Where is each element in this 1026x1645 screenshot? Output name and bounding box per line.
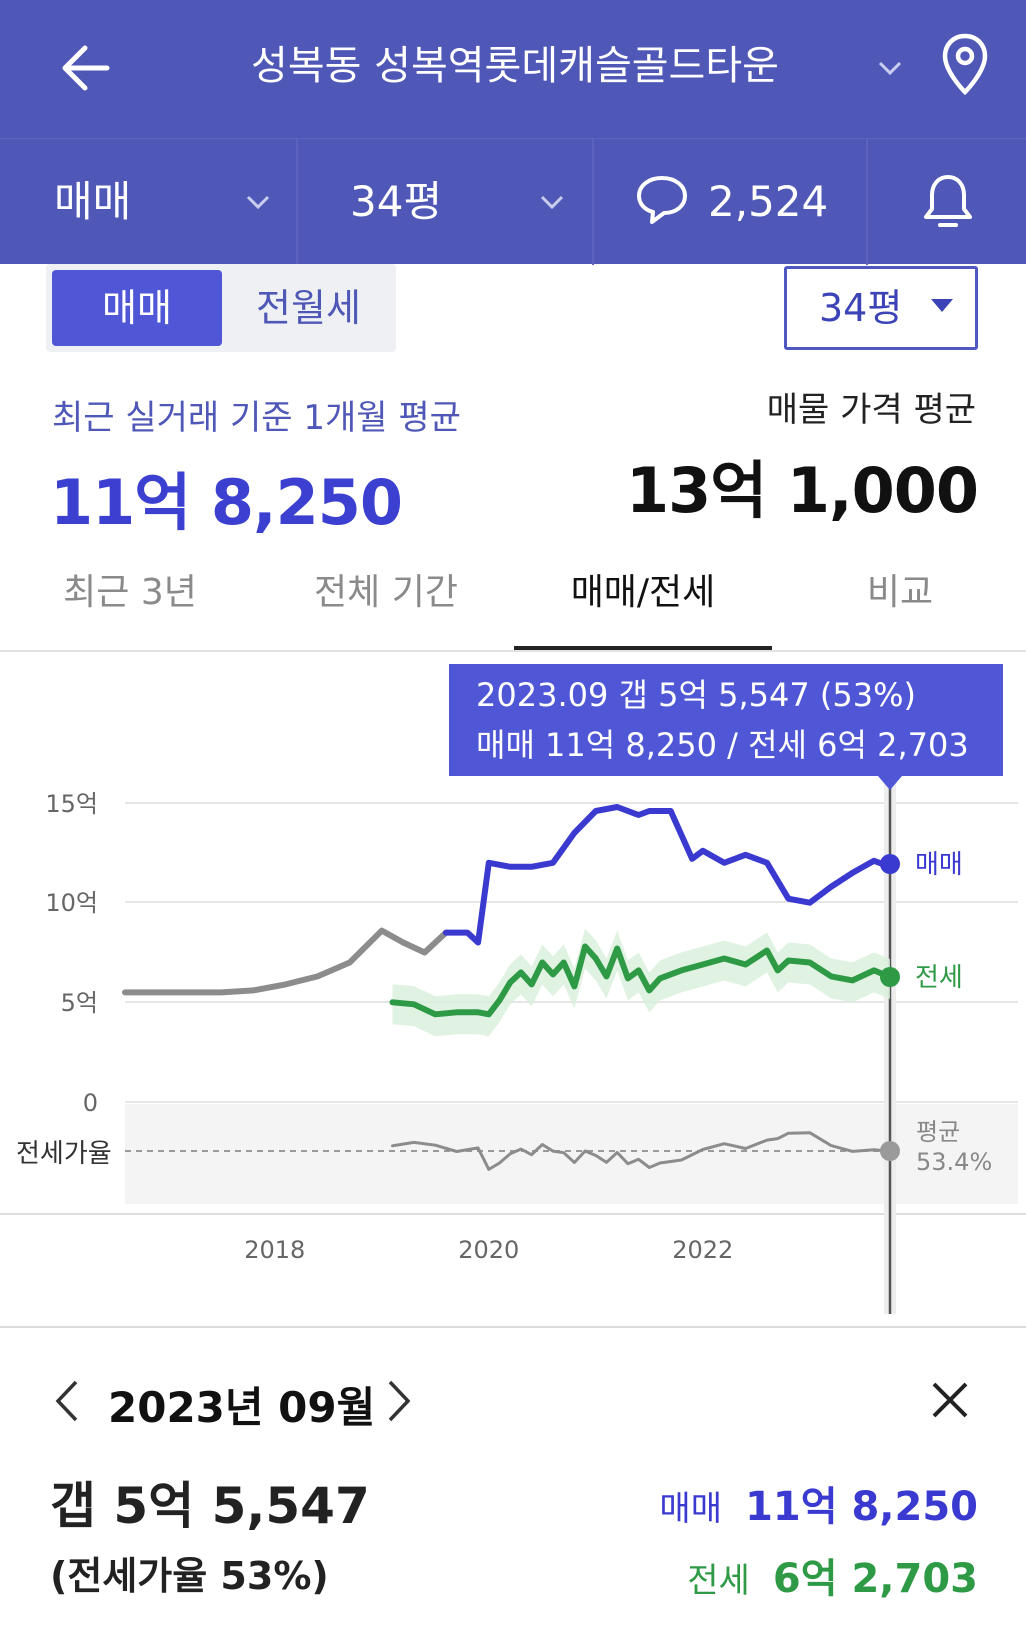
chevron-right-icon[interactable] [384,1378,414,1424]
x-tick-label: 2020 [458,1236,519,1264]
back-arrow-icon[interactable] [55,38,125,98]
x-tick-label: 2022 [672,1236,733,1264]
jeonse-ratio: (전세가율 53%) [50,1554,329,1598]
caret-down-icon [931,299,953,312]
top-app-bar: 성복동 성복역롯데캐슬골드타운 [0,0,1026,138]
tab-all-period[interactable]: 전체 기간 [314,572,458,613]
divider [296,139,298,265]
size-filter-label: 34평 [350,177,443,226]
ratio-average-value: 53.4% [916,1148,992,1176]
gap-value: 갭 5억 5,547 [50,1477,370,1535]
y-tick-label: 15억 [45,790,98,818]
chevron-left-icon[interactable] [52,1378,82,1424]
trade-type-filter[interactable]: 매매 [54,139,294,265]
ratio-axis-label: 전세가율 [16,1139,112,1169]
period-tabs: 최근 3년 전체 기간 매매/전세 비교 [0,556,1026,652]
tab-recent-3y[interactable]: 최근 3년 [63,572,197,613]
chevron-down-icon [246,195,270,210]
legend-sale: 매매 [915,850,963,880]
speech-bubble-icon [637,176,687,224]
recent-average-label: 최근 실거래 기준 1개월 평균 [52,398,461,438]
toggle-rent[interactable]: 전월세 [256,286,361,330]
jeonse-marker [880,967,900,987]
sale-history-line [122,927,449,996]
chevron-down-icon[interactable] [872,50,908,86]
size-select[interactable]: 34평 [784,266,978,350]
detail-date: 2023년 09월 [108,1383,376,1432]
legend-jeonse: 전세 [915,963,963,993]
filter-bar: 매매 34평 2,524 [0,138,1026,265]
y-tick-label: 0 [83,1089,98,1117]
ratio-line [391,1131,892,1171]
tooltip-line-1: 2023.09 갭 5억 5,547 (53%) [476,676,916,714]
divider [592,139,594,265]
listing-average-value: 13억 1,000 [625,454,979,527]
jeonse-line [389,943,893,1018]
y-tick-label: 10억 [45,889,98,917]
detail-sale-value: 11억 8,250 [745,1484,978,1530]
notification-bell[interactable] [920,139,980,265]
close-icon[interactable] [930,1380,970,1420]
chevron-down-icon [540,195,564,210]
location-pin-icon[interactable] [935,30,995,100]
chart-tooltip: 2023.09 갭 5억 5,547 (53%) 매매 11억 8,250 / … [449,664,1003,776]
size-filter[interactable]: 34평 [350,139,590,265]
toggle-sale[interactable]: 매매 [52,270,222,346]
size-select-value: 34평 [819,286,903,330]
trade-type-label: 매매 [54,177,132,226]
comment-count: 2,524 [708,177,829,226]
comments-button[interactable]: 2,524 [634,139,864,265]
tab-compare[interactable]: 비교 [866,572,934,613]
sale-line [443,804,893,946]
ratio-band [125,1104,1018,1204]
detail-jeonse-value: 6억 2,703 [772,1556,978,1602]
x-tick-label: 2018 [244,1236,305,1264]
tooltip-arrow [878,776,902,790]
listing-average-label: 매물 가격 평균 [766,390,976,430]
tooltip-line-2: 매매 11억 8,250 / 전세 6억 2,703 [476,726,969,764]
recent-average-value: 11억 8,250 [50,466,403,539]
detail-panel [0,1326,1026,1645]
active-tab-indicator [514,646,772,650]
jeonse-range-band [392,928,890,1037]
detail-sale-label: 매매 [659,1489,722,1529]
trade-toggle: 매매 전월세 [46,264,396,352]
ratio-average-caption: 평균 [916,1118,960,1146]
detail-sale-row: 매매 11억 8,250 [659,1474,978,1532]
y-tick-label: 5억 [61,989,98,1017]
bell-icon [924,175,972,227]
ratio-marker [880,1141,900,1161]
price-chart[interactable]: 15억 10억 5억 0 2018 2020 2022 전세가율 평균 53.4% 매매 … [0,654,1026,1326]
divider [866,139,868,265]
complex-title[interactable]: 성복동 성복역롯데캐슬골드타운 [251,43,779,89]
tab-sale-jeonse[interactable]: 매매/전세 [570,572,716,613]
detail-jeonse-label: 전세 [687,1561,750,1601]
detail-jeonse-row: 전세 6억 2,703 [687,1546,978,1604]
sale-marker [880,854,900,874]
